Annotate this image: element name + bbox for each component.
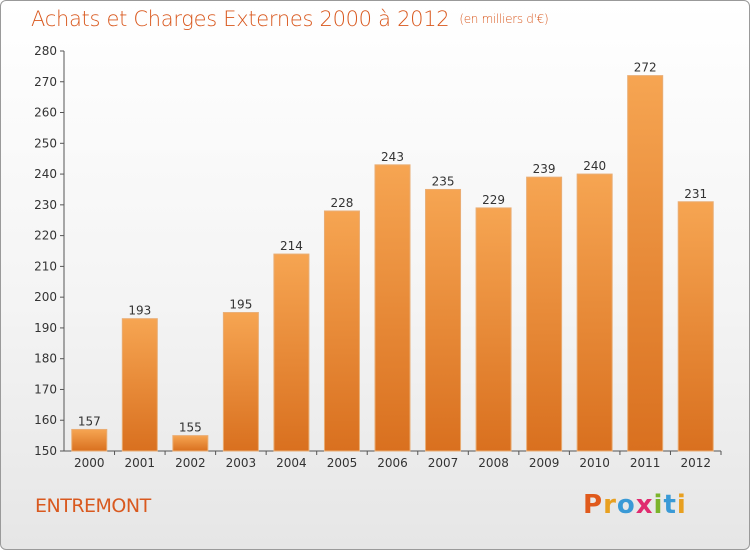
x-tick-label: 2011 bbox=[630, 456, 661, 470]
proxiti-logo: Proxiti bbox=[583, 490, 687, 520]
x-axis: 2000 2001 2002 2003 2004 2005 2006 2007 2008 2009… bbox=[64, 450, 722, 470]
chart-title-text: Achats et Charges Externes 2000 à 2012 bbox=[31, 7, 450, 31]
y-tick-label: 240 bbox=[34, 167, 57, 181]
bars: 157 193 155 195 214 228 243 235 229 239 240 272 231 bbox=[71, 61, 714, 452]
logo-letter: x bbox=[635, 490, 654, 520]
logo-letter: r bbox=[603, 490, 617, 520]
y-tick-label: 160 bbox=[34, 413, 57, 427]
x-tick-label: 2009 bbox=[529, 456, 560, 470]
data-label-2012: 231 bbox=[684, 187, 707, 201]
x-tick-label: 2005 bbox=[327, 456, 358, 470]
bar-2004 bbox=[273, 253, 310, 452]
bar-2008 bbox=[475, 207, 512, 452]
bar-2012 bbox=[677, 201, 714, 452]
bar-2000 bbox=[71, 428, 108, 452]
data-label-2003: 195 bbox=[229, 298, 252, 312]
commune-name: ENTREMONT bbox=[35, 495, 151, 517]
y-tick-label: 190 bbox=[34, 321, 57, 335]
x-tick-label: 2002 bbox=[175, 456, 206, 470]
chart-title: Achats et Charges Externes 2000 à 2012 (e… bbox=[31, 7, 549, 31]
x-tick-label: 2007 bbox=[428, 456, 459, 470]
y-tick-label: 260 bbox=[34, 106, 57, 120]
data-label-2008: 229 bbox=[482, 193, 505, 207]
bar-2003 bbox=[222, 312, 259, 452]
x-tick-label: 2010 bbox=[579, 456, 610, 470]
unit-note: (en milliers d'€) bbox=[459, 12, 549, 26]
bar-2011 bbox=[627, 75, 664, 452]
bar-2005 bbox=[323, 210, 360, 452]
y-tick-label: 280 bbox=[34, 44, 57, 58]
y-tick-label: 250 bbox=[34, 136, 57, 150]
y-tick-label: 200 bbox=[34, 290, 57, 304]
data-label-2007: 235 bbox=[432, 174, 455, 188]
data-label-2011: 272 bbox=[634, 61, 657, 75]
bar-2007 bbox=[425, 188, 462, 452]
y-tick-label: 180 bbox=[34, 352, 57, 366]
logo-letter: i bbox=[653, 490, 664, 520]
bar-2001 bbox=[121, 318, 158, 452]
bar-2002 bbox=[172, 435, 209, 452]
data-label-2009: 239 bbox=[533, 162, 556, 176]
x-tick-label: 2001 bbox=[125, 456, 156, 470]
data-label-2000: 157 bbox=[78, 414, 101, 428]
logo-letter: P bbox=[583, 490, 604, 520]
y-tick-label: 150 bbox=[34, 444, 57, 458]
data-label-2010: 240 bbox=[583, 159, 606, 173]
logo-letter: t bbox=[663, 490, 677, 520]
data-label-2001: 193 bbox=[128, 304, 151, 318]
y-tick-label: 230 bbox=[34, 198, 57, 212]
x-tick-label: 2000 bbox=[74, 456, 105, 470]
data-label-2004: 214 bbox=[280, 239, 303, 253]
bar-2010 bbox=[576, 173, 613, 452]
x-tick-label: 2012 bbox=[680, 456, 711, 470]
x-tick-label: 2006 bbox=[377, 456, 408, 470]
bar-2009 bbox=[526, 176, 563, 452]
data-label-2005: 228 bbox=[331, 196, 354, 210]
bar-2006 bbox=[374, 164, 411, 452]
x-tick-label: 2004 bbox=[276, 456, 307, 470]
y-tick-label: 170 bbox=[34, 382, 57, 396]
data-label-2002: 155 bbox=[179, 421, 202, 435]
y-tick-label: 270 bbox=[34, 75, 57, 89]
logo-letter: i bbox=[676, 490, 687, 520]
x-tick-label: 2008 bbox=[478, 456, 509, 470]
y-tick-label: 220 bbox=[34, 229, 57, 243]
y-tick-label: 210 bbox=[34, 259, 57, 273]
logo-letter: o bbox=[616, 490, 636, 520]
y-axis: 150 160 170 180 190 200 210 220 230 240 250 260 270 2… bbox=[34, 44, 65, 458]
x-tick-label: 2003 bbox=[226, 456, 257, 470]
data-label-2006: 243 bbox=[381, 150, 404, 164]
